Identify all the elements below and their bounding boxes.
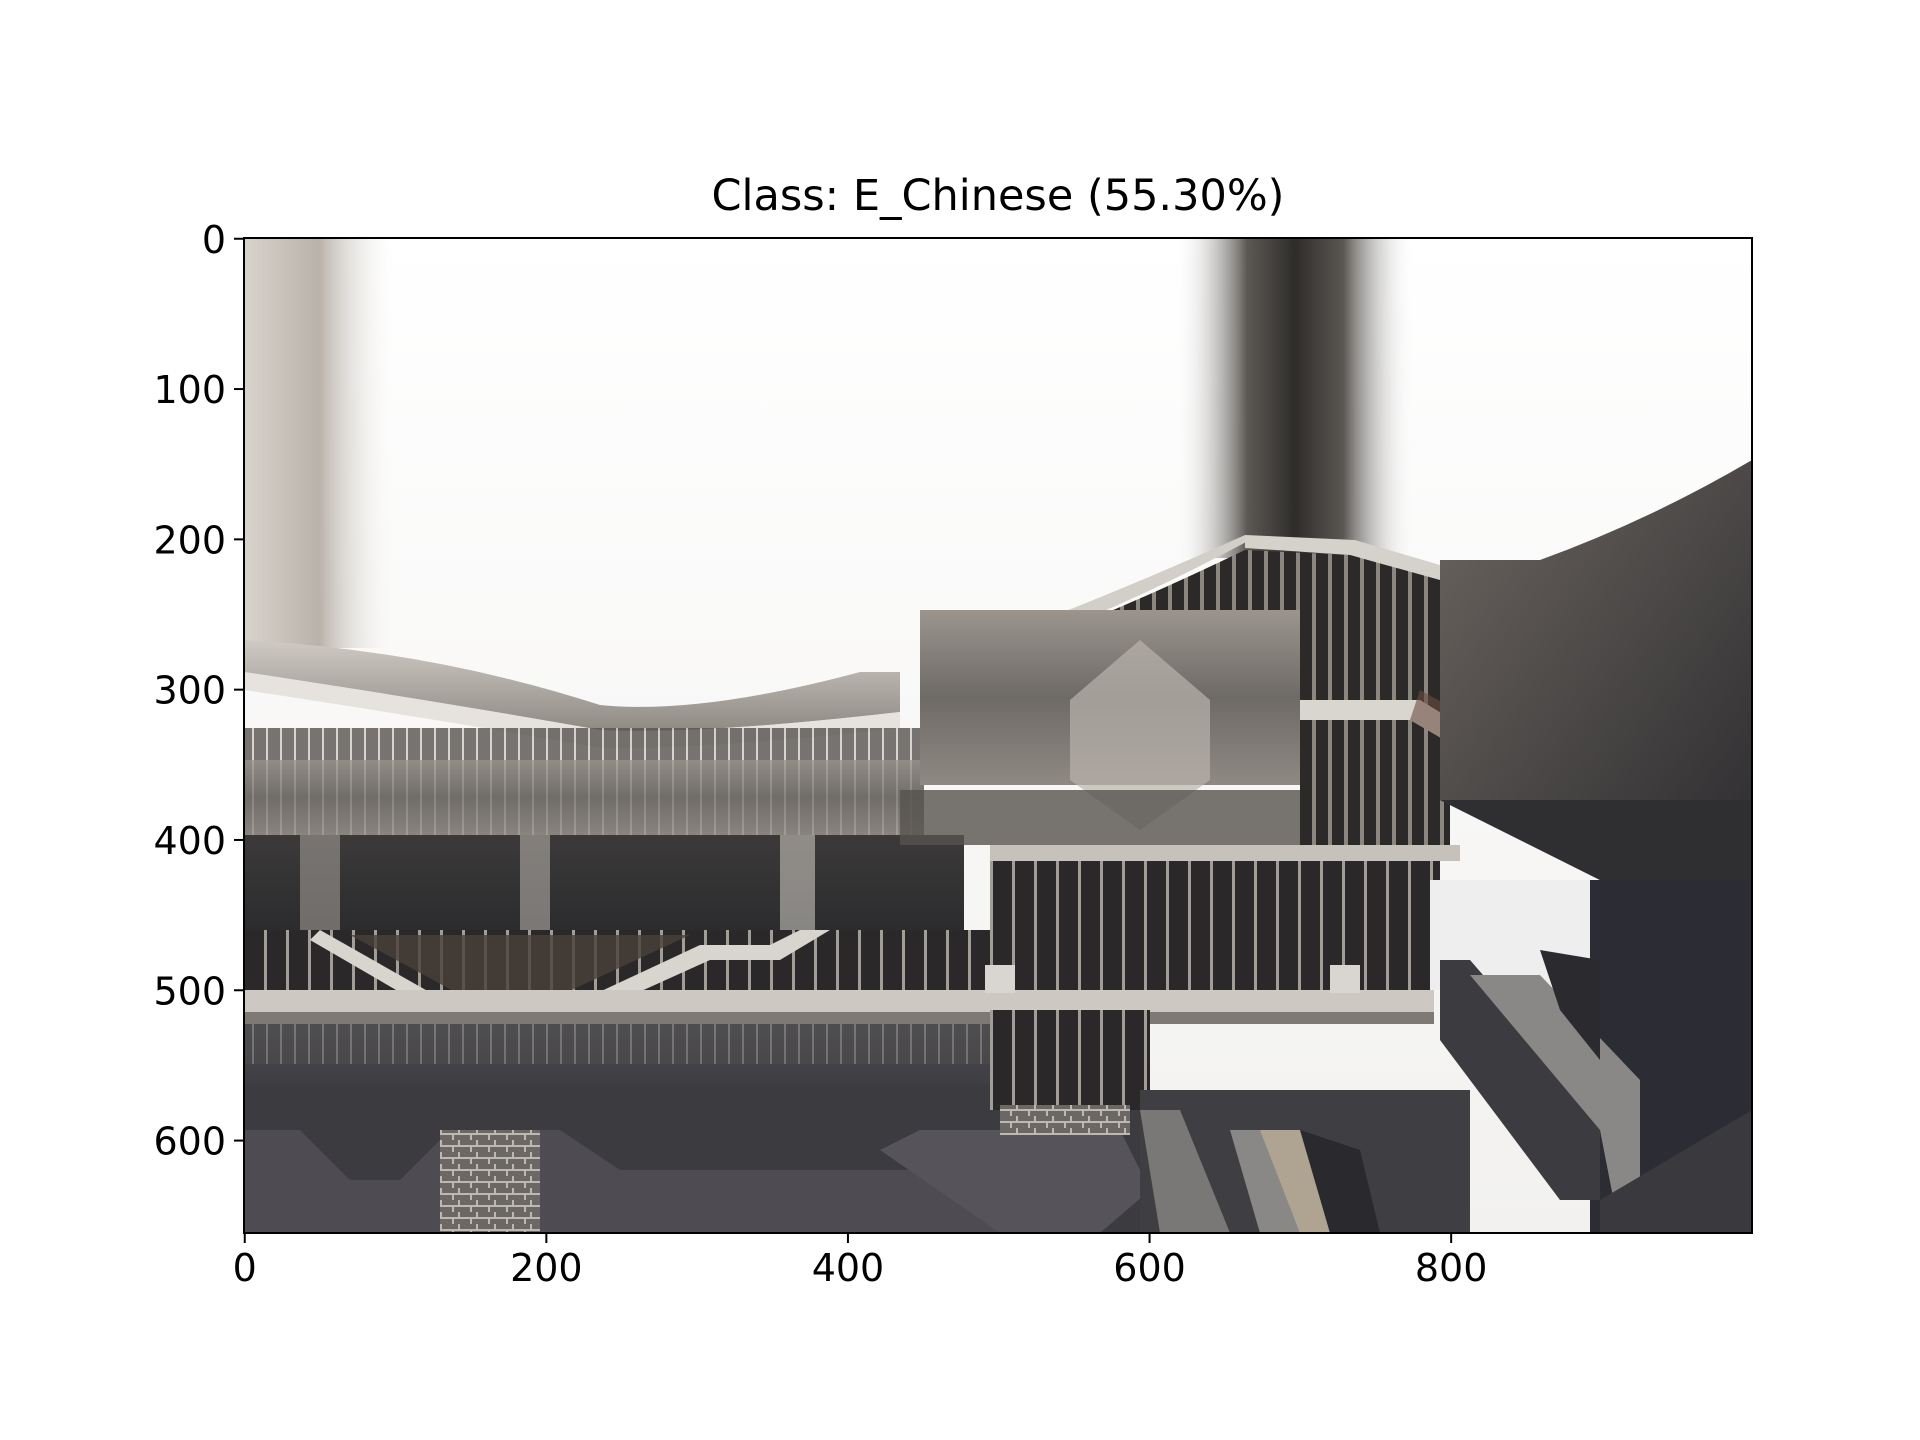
image-content bbox=[244, 238, 1752, 1233]
x-tick-label: 600 bbox=[1113, 1246, 1186, 1290]
chart-title: Class: E_Chinese (55.30%) bbox=[712, 171, 1285, 221]
x-tick-label: 200 bbox=[510, 1246, 583, 1290]
y-tick-label: 300 bbox=[153, 669, 226, 713]
y-tick-label: 200 bbox=[153, 518, 226, 562]
x-tick-label: 800 bbox=[1415, 1246, 1488, 1290]
y-tick-label: 400 bbox=[153, 819, 226, 863]
y-tick-label: 500 bbox=[153, 969, 226, 1013]
axes-frame bbox=[243, 237, 1753, 1234]
x-axis-ticks: 0 200 400 600 800 bbox=[233, 1233, 1488, 1290]
y-tick-label: 100 bbox=[153, 368, 226, 412]
x-tick-label: 400 bbox=[812, 1246, 885, 1290]
y-tick-label: 600 bbox=[153, 1120, 226, 1164]
y-axis-ticks: 0 100 200 300 400 500 600 bbox=[153, 218, 244, 1164]
x-tick-label: 0 bbox=[233, 1246, 257, 1290]
y-tick-label: 0 bbox=[202, 218, 226, 262]
